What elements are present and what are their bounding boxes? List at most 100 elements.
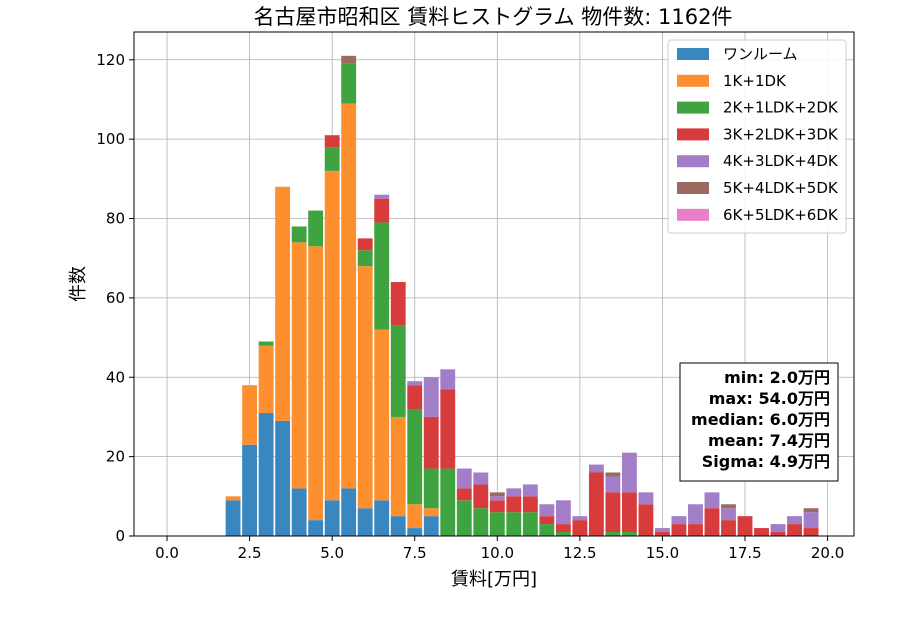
bar-segment-series-3 (721, 520, 736, 536)
bar-segment-series-3 (357, 238, 373, 251)
stat-line: median: 6.0万円 (691, 410, 830, 429)
bar-segment-series-3 (638, 504, 654, 536)
bar-segment-series-5 (721, 504, 736, 509)
legend-swatch (677, 74, 709, 87)
legend-swatch (677, 101, 709, 114)
bar-segment-series-1 (291, 242, 307, 489)
chart-title: 名古屋市昭和区 賃料ヒストグラム 物件数: 1162件 (254, 5, 733, 29)
bar-segment-series-2 (308, 210, 324, 247)
bar-segment-series-1 (423, 508, 439, 517)
y-tick-label: 20 (106, 448, 125, 466)
bar-segment-series-4 (506, 488, 522, 497)
bar-segment-series-0 (258, 412, 274, 536)
bar-segment-series-2 (605, 532, 621, 536)
bar-segment-series-0 (225, 500, 241, 536)
x-axis-label: 賃料[万円] (451, 569, 537, 590)
bar-segment-series-0 (374, 500, 390, 536)
bar-segment-series-3 (324, 135, 340, 148)
x-tick-label: 20.0 (811, 544, 844, 562)
bar-segment-series-3 (456, 488, 472, 501)
bar-segment-series-3 (803, 528, 819, 536)
bar-segment-series-4 (423, 377, 439, 417)
bar-segment-series-4 (407, 381, 423, 386)
bar-segment-series-0 (423, 516, 439, 536)
bar-segment-series-3 (621, 492, 637, 533)
bar-segment-series-4 (803, 512, 819, 529)
bar-segment-series-2 (489, 512, 505, 536)
bar-segment-series-1 (390, 416, 406, 517)
bar-segment-series-4 (522, 484, 538, 497)
y-tick-label: 120 (96, 51, 125, 69)
bar-segment-series-4 (621, 452, 637, 493)
bar-segment-series-4 (770, 524, 786, 533)
bar-segment-series-0 (291, 488, 307, 536)
stats-box-frame (679, 362, 839, 482)
bar-segment-series-2 (291, 226, 307, 243)
legend-label: 6K+5LDK+6DK (723, 206, 839, 224)
y-tick-label: 80 (106, 210, 125, 228)
bar-segment-series-5 (803, 508, 819, 513)
bar-segment-series-1 (341, 103, 357, 489)
bar-segment-series-1 (225, 496, 241, 501)
bar-segment-series-1 (308, 246, 324, 521)
bar-segment-series-2 (407, 409, 423, 505)
bar-segment-series-0 (308, 520, 324, 536)
x-tick-label: 10.0 (481, 544, 514, 562)
bar-segment-series-3 (770, 532, 786, 536)
bar-segment-series-3 (605, 492, 621, 533)
y-tick-label: 60 (106, 289, 125, 307)
y-tick-label: 100 (96, 130, 125, 148)
bar-segment-series-5 (489, 492, 505, 497)
bar-segment-series-4 (638, 492, 654, 505)
bar-segment-series-2 (324, 147, 340, 171)
bar-segment-series-2 (506, 512, 522, 536)
bar-segment-series-1 (357, 266, 373, 509)
legend-label: 5K+4LDK+5DK (723, 179, 839, 197)
bar-segment-series-3 (572, 520, 588, 536)
bar-segment-series-4 (440, 369, 456, 390)
bar-segment-series-3 (555, 524, 571, 533)
bar-segment-series-3 (390, 282, 406, 326)
bar-segment-series-2 (374, 222, 390, 330)
y-tick-label: 0 (115, 527, 125, 545)
bar-segment-series-0 (242, 444, 258, 536)
legend-swatch (677, 155, 709, 168)
bar-segment-series-0 (407, 528, 423, 536)
bar-segment-series-3 (671, 524, 687, 536)
bar-segment-series-1 (407, 504, 423, 529)
bar-segment-series-4 (555, 500, 571, 525)
bar-segment-series-3 (489, 500, 505, 513)
stat-line: mean: 7.4万円 (708, 431, 830, 450)
bars (225, 55, 819, 536)
bar-segment-series-2 (357, 250, 373, 267)
bar-segment-series-3 (423, 416, 439, 469)
bar-segment-series-3 (522, 496, 538, 513)
bar-segment-series-5 (605, 472, 621, 477)
bar-segment-series-3 (473, 484, 489, 509)
bar-segment-series-4 (489, 496, 505, 501)
legend-box (667, 39, 847, 234)
bar-segment-series-3 (440, 389, 456, 469)
legend-label: 1K+1DK (723, 72, 787, 90)
x-axis-ticks: 0.0 2.5 5.0 7.5 10.0 12.5 15.0 17.5 20.0 (155, 536, 844, 562)
legend-swatch (677, 182, 709, 194)
legend-label: 4K+3LDK+4DK (723, 152, 839, 170)
bar-segment-series-3 (407, 385, 423, 410)
bar-segment-series-4 (605, 476, 621, 493)
bar-segment-series-4 (588, 464, 604, 473)
bar-segment-series-4 (456, 468, 472, 489)
y-axis-ticks: 0 20 40 60 80 100 120 (96, 51, 134, 545)
bar-segment-series-3 (506, 496, 522, 513)
bar-segment-series-3 (704, 508, 720, 536)
bar-segment-series-3 (688, 524, 703, 536)
legend-label: 3K+2LDK+3DK (723, 125, 839, 143)
bar-segment-series-2 (539, 524, 555, 536)
bar-segment-series-2 (621, 532, 637, 536)
bar-segment-series-4 (374, 194, 390, 199)
bar-segment-series-2 (440, 468, 456, 536)
x-tick-label: 5.0 (320, 544, 344, 562)
bar-segment-series-4 (787, 516, 802, 525)
x-tick-label: 0.0 (155, 544, 179, 562)
plot-frame (133, 31, 855, 537)
